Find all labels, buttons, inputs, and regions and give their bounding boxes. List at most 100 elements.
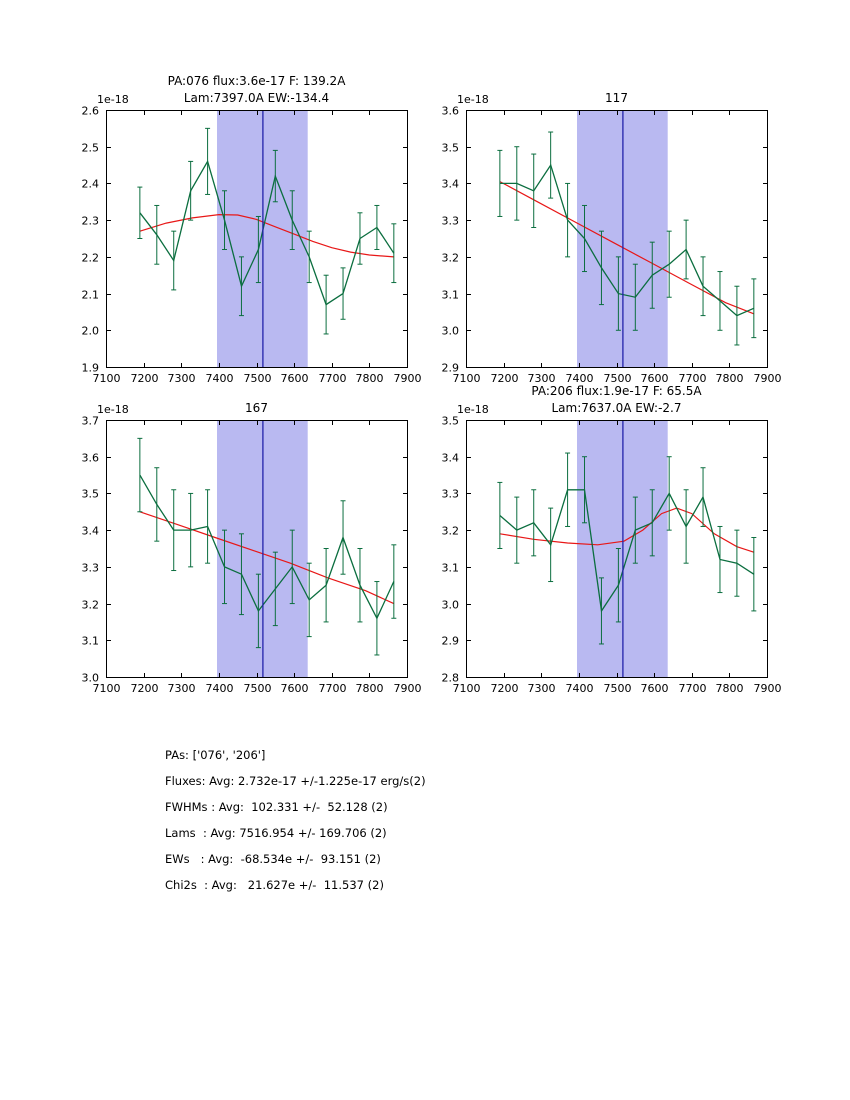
x-tick-label: 7800 [716,372,744,385]
y-tick-label: 1.9 [82,362,100,375]
y-tick-label: 3.4 [442,178,460,191]
subplot-title: Lam:7397.0A EW:-134.4 [184,91,329,105]
subplot-title: Lam:7637.0A EW:-2.7 [552,401,682,415]
stats-fluxes: Fluxes: Avg: 2.732e-17 +/-1.225e-17 erg/… [165,774,426,788]
y-tick-label: 3.4 [442,452,460,465]
data-line [499,163,755,317]
y-tick-label: 3.2 [82,599,100,612]
y-tick-label: 2.9 [442,362,460,375]
y-tick-label: 2.3 [82,215,100,228]
y-tick-label: 3.1 [442,562,460,575]
y-offset-label: 1e-18 [457,403,489,416]
error-bar [137,186,143,239]
y-tick-label: 3.1 [442,289,460,302]
y-offset-label: 1e-18 [97,403,129,416]
axes-frame [466,110,768,368]
stats-fwhms: FWHMs : Avg: 102.331 +/- 52.128 (2) [165,800,388,814]
x-tick-label: 7200 [491,372,519,385]
data-line [499,489,755,613]
x-tick-label: 7200 [131,372,159,385]
stats-block: PAs: ['076', '206'] Fluxes: Avg: 2.732e-… [165,742,426,898]
fit-line [139,213,394,258]
x-tick-label: 7400 [566,682,594,695]
spectra-plots: 7100 7200 7300 7400 7500 7600 7700 7800 7900 1.9 2… [82,74,782,695]
stats-ews: EWs : Avg: -68.534e +/- 93.151 (2) [165,852,381,866]
x-tick-label: 7100 [453,372,481,385]
x-tick-label: 7600 [641,372,669,385]
y-tick-label: 3.5 [442,142,460,155]
error-bar [391,223,397,284]
stats-lams: Lams : Avg: 7516.954 +/- 169.706 (2) [165,826,387,840]
x-tick-label: 7800 [356,372,384,385]
x-tick-label: 7100 [453,682,481,695]
error-bar [497,149,503,217]
x-tick-label: 7400 [566,372,594,385]
y-tick-label: 3.0 [442,325,460,338]
y-tick-label: 3.3 [82,562,100,575]
x-tick-label: 7600 [281,682,309,695]
x-tick-label: 7800 [356,682,384,695]
x-tick-label: 7600 [281,372,309,385]
x-tick-label: 7500 [604,372,632,385]
x-tick-label: 7400 [206,682,234,695]
y-offset-label: 1e-18 [97,93,129,106]
x-tick-label: 7500 [244,372,272,385]
x-tick-label: 7700 [679,682,707,695]
y-tick-label: 3.6 [82,452,100,465]
y-tick-label: 3.5 [442,415,460,428]
y-tick-label: 3.2 [442,252,460,265]
data-line [139,159,395,306]
x-tick-label: 7700 [319,682,347,695]
x-tick-label: 7500 [604,682,632,695]
stats-pas: PAs: ['076', '206'] [165,748,266,762]
x-tick-label: 7700 [679,372,707,385]
y-tick-label: 2.1 [82,289,100,302]
y-tick-label: 2.4 [82,178,100,191]
subplot-1: 7100 7200 7300 7400 7500 7600 7700 7800 7900 1.9 2… [82,74,422,385]
axes-frame [106,110,408,368]
y-tick-label: 3.7 [82,415,100,428]
x-tick-label: 7700 [319,372,347,385]
x-tick-label: 7900 [754,372,782,385]
axes-frame [466,420,768,678]
y-tick-label: 2.5 [82,142,100,155]
error-bar [137,437,143,513]
x-tick-label: 7300 [528,372,556,385]
subplot-3: 7100 7200 7300 7400 7500 7600 7700 7800 7900 3.0 3… [82,401,422,695]
y-tick-label: 3.3 [442,215,460,228]
y-tick-label: 2.6 [82,105,100,118]
x-tick-label: 7900 [754,682,782,695]
y-tick-label: 3.4 [82,525,100,538]
x-tick-label: 7300 [168,682,196,695]
y-tick-label: 3.2 [442,525,460,538]
x-tick-label: 7200 [131,682,159,695]
x-tick-label: 7900 [394,682,422,695]
x-tick-label: 7900 [394,372,422,385]
axes-frame [106,420,408,678]
y-offset-label: 1e-18 [457,93,489,106]
subplot-title: PA:206 flux:1.9e-17 F: 65.5A [531,384,702,398]
y-tick-label: 3.5 [82,488,100,501]
fit-line [139,511,395,605]
x-tick-label: 7100 [93,682,121,695]
error-bar [497,481,503,549]
x-tick-label: 7600 [641,682,669,695]
x-tick-label: 7400 [206,372,234,385]
subplot-title: PA:076 flux:3.6e-17 F: 139.2A [168,74,347,88]
x-tick-label: 7500 [244,682,272,695]
y-tick-label: 2.8 [442,672,460,685]
y-tick-label: 3.1 [82,635,100,648]
subplot-title: 167 [245,401,268,415]
subplot-2: 7100 7200 7300 7400 7500 7600 7700 7800 7900 2.9 3… [442,91,782,385]
y-tick-label: 3.6 [442,105,460,118]
error-bar [751,278,757,339]
fit-line [499,181,755,315]
subplot-title: 117 [605,91,628,105]
x-tick-label: 7100 [93,372,121,385]
x-tick-label: 7200 [491,682,519,695]
y-tick-label: 3.0 [82,672,100,685]
x-tick-label: 7300 [528,682,556,695]
x-tick-label: 7800 [716,682,744,695]
subplot-4: 7100 7200 7300 7400 7500 7600 7700 7800 7900 2.8 2… [442,384,782,695]
